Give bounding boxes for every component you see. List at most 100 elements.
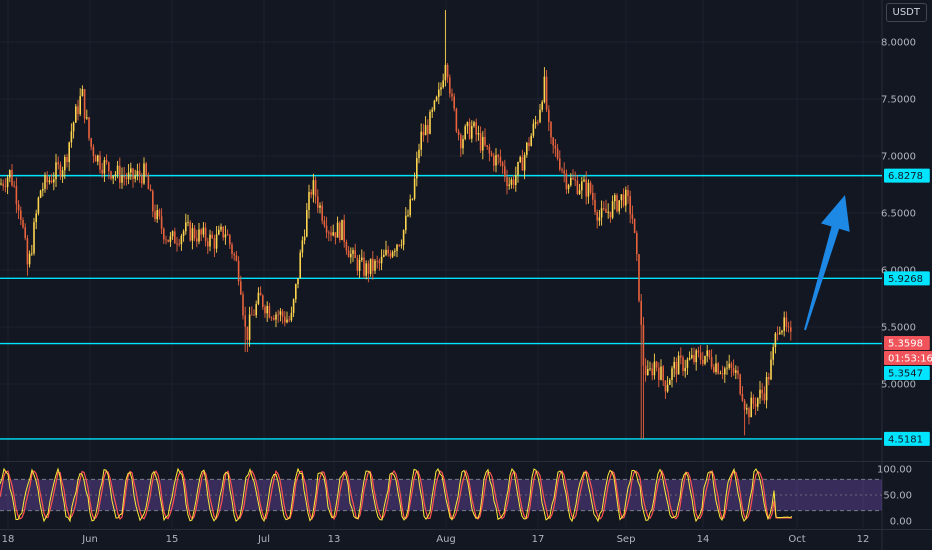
candle-body (361, 257, 363, 260)
candle-body (233, 253, 235, 256)
candle-body (367, 263, 370, 274)
candle-body (512, 179, 515, 186)
candle-body (123, 175, 125, 178)
candle-body (691, 354, 693, 359)
stoch-rsi-pane (0, 467, 882, 523)
candle-body (708, 350, 711, 358)
time-axis[interactable]: 18 Jun 15 Jul 13 Aug 17 Sep 14 Oct 12 (2, 534, 870, 545)
candle-body (655, 361, 658, 368)
candle-body (779, 332, 781, 334)
candle-body (625, 189, 627, 206)
candle-body (0, 183, 2, 185)
osc-tick-label: 100.00 (877, 465, 912, 476)
level-price-tag-bg (884, 271, 930, 286)
candle-body (352, 250, 354, 254)
level-price-tag-bg (884, 431, 930, 446)
candle-body (693, 354, 695, 363)
candle-body (286, 319, 288, 323)
candle-body (264, 306, 266, 314)
candle-body (202, 227, 205, 235)
candle-body (328, 232, 330, 234)
horizontal-levels[interactable] (0, 174, 882, 440)
candle-body (174, 231, 176, 244)
candle-body (13, 185, 15, 187)
candle-body (59, 164, 62, 177)
price-tick-label: 7.0000 (881, 152, 916, 163)
candle-body (440, 87, 442, 90)
candle-body (191, 228, 194, 241)
candle-body (77, 106, 79, 115)
candle-body (537, 122, 539, 123)
candle-body (576, 180, 579, 194)
candle-body (484, 136, 486, 146)
level-price-tag-bg (884, 366, 930, 380)
candle-body (746, 408, 748, 410)
candle-body (457, 131, 460, 136)
candle-body (673, 361, 675, 369)
candle-body (303, 236, 306, 241)
candle-body (600, 208, 603, 218)
candle-body (66, 157, 68, 163)
candle-body (138, 170, 141, 177)
candle-body (651, 368, 653, 376)
candle-body (776, 333, 779, 335)
candle-body (231, 244, 233, 254)
countdown-tag-bg (884, 351, 932, 365)
candle-body (61, 170, 64, 177)
candle-body (570, 177, 572, 186)
candle-body (317, 196, 319, 208)
candle-body (330, 232, 332, 236)
candle-body (713, 367, 715, 373)
countdown-tag: 01:53:16 (888, 354, 932, 365)
candle-body (653, 361, 656, 376)
candle-body (154, 211, 156, 220)
candle-body (374, 260, 376, 271)
candle-body (350, 253, 352, 258)
candle-body (515, 175, 517, 186)
candle-body (730, 363, 733, 369)
candle-body (596, 211, 598, 221)
candle-body (642, 324, 645, 366)
candle-body (466, 122, 469, 127)
candle-body (339, 222, 341, 240)
candle-body (75, 106, 77, 123)
candle-body (400, 244, 403, 246)
candle-body (592, 192, 594, 200)
price-tick-label: 6.5000 (881, 209, 916, 220)
candle-body (398, 244, 400, 246)
candle-body (55, 162, 57, 180)
candle-body (53, 179, 55, 183)
candle-body (420, 131, 422, 150)
candle-body (528, 142, 530, 147)
candle-body (609, 211, 612, 218)
candle-body (20, 210, 22, 220)
candle-body (270, 317, 273, 319)
forecast-arrow[interactable] (804, 195, 850, 331)
time-tick-label: Oct (788, 534, 805, 545)
candle-body (369, 258, 372, 274)
osc-d-line (0, 469, 792, 521)
candle-body (229, 235, 231, 245)
candle-body (240, 281, 242, 295)
price-axis[interactable]: 8.0000 7.5000 7.0000 6.5000 6.0000 5.5000 5.00… (877, 38, 916, 528)
candle-body (90, 138, 92, 147)
candle-body (145, 163, 147, 176)
candle-body (710, 357, 713, 368)
candle-body (176, 243, 178, 245)
candle-body (402, 230, 405, 245)
candle-body (163, 228, 165, 240)
candle-body (44, 175, 46, 189)
candle-body (279, 311, 282, 315)
currency-label[interactable]: USDT (885, 3, 927, 22)
candle-body (499, 156, 502, 163)
candle-body (704, 355, 706, 364)
candle-body (365, 263, 367, 276)
candle-body (627, 189, 629, 197)
candle-body (306, 210, 308, 237)
candle-body (211, 234, 213, 239)
candle-body (218, 229, 220, 235)
candle-body (534, 122, 537, 124)
candle-body (237, 260, 240, 282)
candle-body (446, 64, 449, 78)
